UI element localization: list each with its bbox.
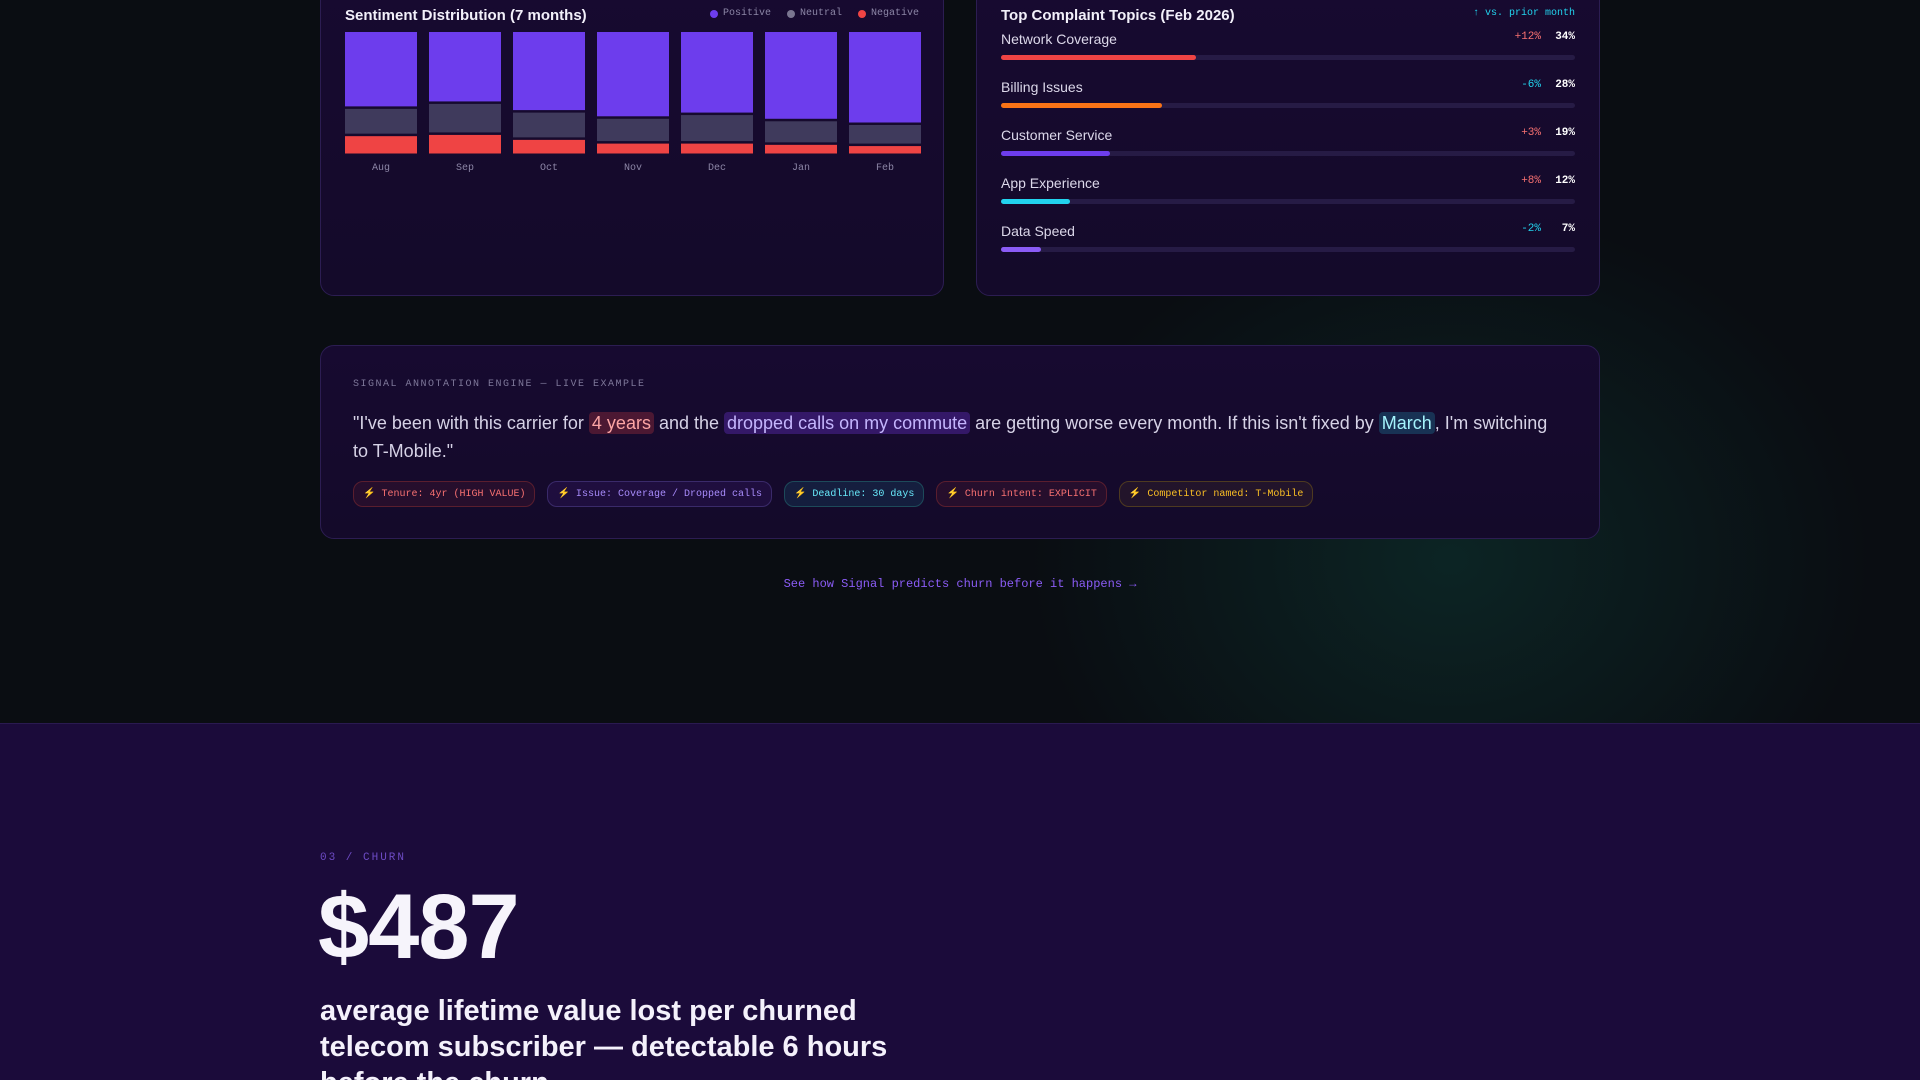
complaint-label: Network Coverage: [1001, 31, 1117, 47]
complaint-percent: 19%: [1555, 127, 1575, 139]
churn-subtitle: average lifetime value lost per churned …: [320, 995, 888, 1080]
highlight-issue: dropped calls on my commute: [724, 412, 971, 434]
complaint-label: App Experience: [1001, 175, 1100, 191]
legend-negative-label: Negative: [870, 8, 919, 19]
complaint-label: Data Speed: [1001, 223, 1075, 239]
complaint-bar-track: [1001, 103, 1575, 108]
quote-text-4: , I'm switching to T-Mobile.": [353, 413, 1548, 461]
bar-positive-oct: [513, 32, 585, 111]
complaint-label: Customer Service: [1001, 127, 1113, 143]
bar-neutral-oct: [513, 112, 585, 138]
annotation-label: SIGNAL ANNOTATION ENGINE — LIVE EXAMPLE: [353, 379, 646, 390]
complaint-bar-fill: [1001, 103, 1162, 108]
churn-figure: $487: [318, 876, 520, 978]
bar-positive-dec: [681, 32, 753, 113]
quote-text-2: and the: [653, 413, 725, 433]
tag-churn-intent: ⚡ Churn intent: EXPLICIT: [936, 481, 1107, 507]
complaints-card: Top Complaint Topics (Feb 2026) ↑ vs. pr…: [976, 0, 1600, 296]
sentiment-legend: Positive Neutral Negative: [709, 8, 919, 19]
complaint-row: Billing Issues -6% 28%: [1001, 79, 1575, 115]
complaint-bar-fill: [1001, 55, 1197, 60]
complaint-row: Data Speed -2% 7%: [1001, 223, 1575, 259]
bar-negative-feb: [849, 146, 921, 154]
annotation-card: SIGNAL ANNOTATION ENGINE — LIVE EXAMPLE …: [320, 345, 1600, 539]
complaint-change: -2%: [1521, 223, 1541, 235]
complaint-row: Customer Service +3% 19%: [1001, 127, 1575, 163]
complaint-bar-track: [1001, 151, 1575, 156]
section-eyebrow: 03 / CHURN: [320, 852, 407, 864]
complaints-title: Top Complaint Topics (Feb 2026): [1001, 7, 1235, 24]
complaint-bar-track: [1001, 199, 1575, 204]
tick-label-feb: Feb: [876, 162, 894, 174]
bar-neutral-nov: [597, 118, 669, 142]
highlight-deadline: March: [1378, 412, 1435, 434]
legend-neutral: Neutral: [786, 8, 842, 19]
bar-neutral-dec: [681, 115, 753, 142]
complaint-change: +8%: [1521, 175, 1541, 187]
bar-positive-jan: [765, 32, 837, 119]
churn-section: [0, 723, 1920, 1080]
bar-negative-oct: [513, 139, 585, 154]
tag-issue: ⚡ Issue: Coverage / Dropped calls: [547, 481, 772, 507]
complaint-row: Network Coverage +12% 34%: [1001, 31, 1575, 67]
bar-negative-nov: [597, 143, 669, 154]
bar-positive-feb: [849, 32, 921, 123]
complaint-bar-track: [1001, 55, 1575, 60]
complaint-row: App Experience +8% 12%: [1001, 175, 1575, 211]
bar-negative-sep: [429, 134, 501, 154]
legend-neutral-dot: [786, 9, 795, 18]
complaint-bar-track: [1001, 247, 1575, 252]
complaint-bar-fill: [1001, 247, 1042, 252]
vs-prior-month-label: ↑ vs. prior month: [1472, 8, 1575, 19]
legend-positive: Positive: [709, 8, 771, 19]
complaint-change: -6%: [1521, 79, 1541, 91]
tick-label-sep: Sep: [456, 163, 474, 174]
sentiment-card: Sentiment Distribution (7 months) Positi…: [320, 0, 944, 296]
complaint-change: +3%: [1521, 127, 1541, 139]
tag-deadline: ⚡ Deadline: 30 days: [783, 481, 925, 507]
tick-label-jan: Jan: [792, 163, 810, 174]
complaint-percent: 28%: [1555, 79, 1575, 91]
complaint-change: +12%: [1514, 31, 1541, 43]
annotation-tags: ⚡ Tenure: 4yr (HIGH VALUE) ⚡ Issue: Cove…: [353, 481, 1314, 507]
annotation-quote: "I've been with this carrier for 4 years…: [353, 409, 1553, 465]
complaint-percent: 12%: [1555, 175, 1575, 187]
legend-negative: Negative: [857, 8, 919, 19]
complaint-percent: 7%: [1561, 223, 1575, 235]
bar-neutral-feb: [849, 125, 921, 144]
tag-competitor: ⚡ Competitor named: T-Mobile: [1118, 481, 1314, 507]
quote-text-1: "I've been with this carrier for: [353, 413, 589, 433]
highlight-tenure: 4 years: [588, 412, 654, 434]
tick-label-aug: Aug: [372, 163, 390, 174]
bar-positive-sep: [429, 32, 501, 102]
tick-label-nov: Nov: [624, 163, 642, 174]
sentiment-chart: Aug Sep Oct Nov Dec Jan Feb: [345, 32, 921, 174]
tag-tenure: ⚡ Tenure: 4yr (HIGH VALUE): [353, 481, 536, 507]
tick-label-dec: Dec: [708, 163, 726, 174]
bar-negative-jan: [765, 144, 837, 154]
legend-positive-label: Positive: [722, 8, 771, 19]
legend-negative-dot: [857, 9, 866, 18]
quote-text-3: are getting worse every month. If this i…: [970, 413, 1379, 433]
sentiment-title: Sentiment Distribution (7 months): [345, 7, 587, 24]
bar-negative-aug: [345, 136, 417, 154]
complaint-percent: 34%: [1555, 31, 1575, 43]
complaint-bar-fill: [1001, 199, 1070, 204]
legend-positive-dot: [709, 9, 718, 18]
bar-positive-nov: [597, 32, 669, 117]
churn-prediction-link[interactable]: See how Signal predicts churn before it …: [783, 577, 1137, 591]
bar-neutral-aug: [345, 108, 417, 134]
legend-neutral-label: Neutral: [799, 8, 842, 19]
bar-positive-aug: [345, 32, 417, 107]
tick-label-oct: Oct: [540, 163, 558, 174]
bar-negative-dec: [681, 143, 753, 154]
complaint-label: Billing Issues: [1001, 79, 1083, 95]
complaint-bar-fill: [1001, 151, 1111, 156]
bar-neutral-sep: [429, 103, 501, 133]
bar-neutral-jan: [765, 121, 837, 143]
